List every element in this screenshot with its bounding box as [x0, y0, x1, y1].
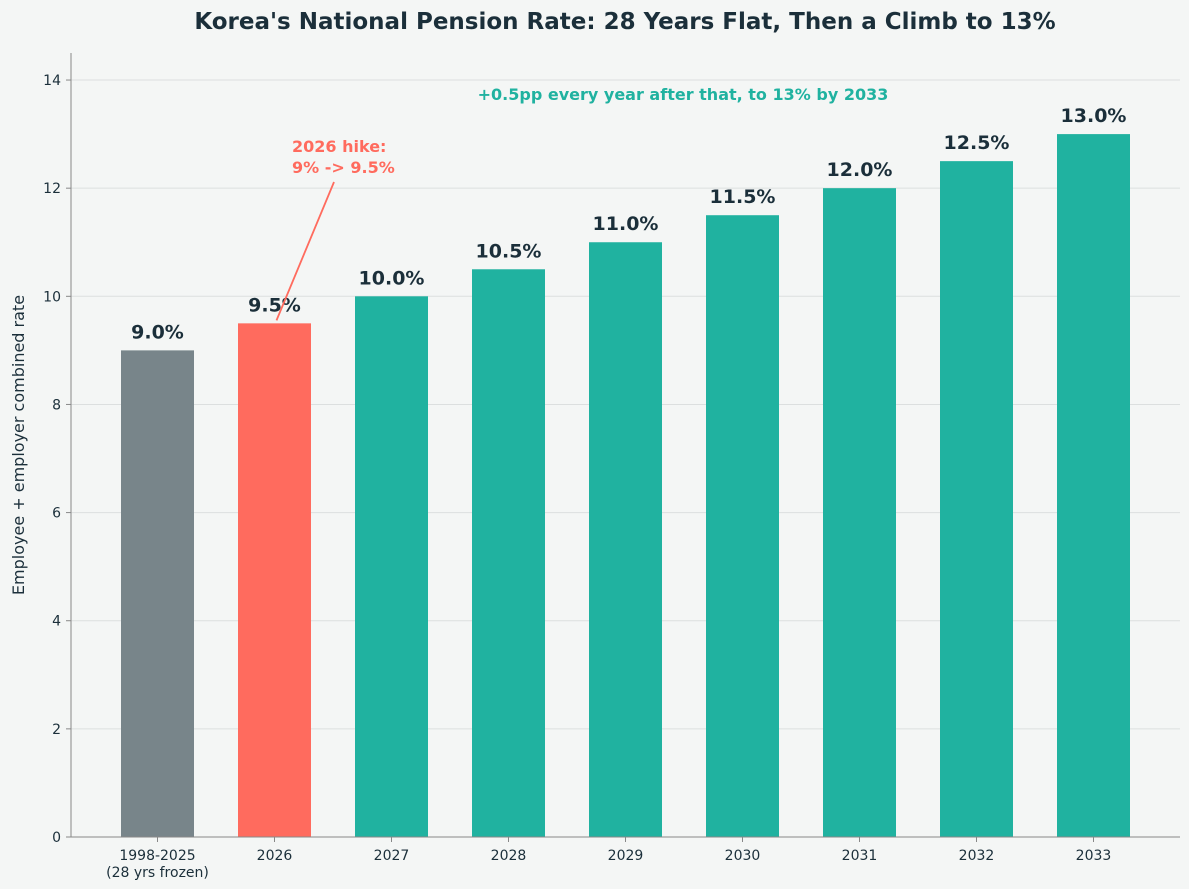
x-tick-label: 1998-2025	[119, 848, 195, 864]
bar	[355, 296, 428, 838]
y-tick-label: 8	[52, 397, 61, 413]
y-tick-label: 10	[43, 289, 61, 305]
bar-value-label: 11.5%	[710, 186, 776, 208]
bar-value-label: 9.0%	[131, 321, 184, 343]
y-tick-label: 6	[52, 506, 61, 522]
y-tick-label: 2	[52, 722, 61, 738]
x-tick-label: 2027	[374, 848, 410, 864]
axes: 0 2 4 6 8 10 12 14 1998-2025(28 yrs frozen) 2026 2…	[43, 53, 1180, 881]
bar	[940, 161, 1013, 837]
bar-value-label: 13.0%	[1061, 105, 1127, 127]
bar-value-label: 10.0%	[359, 267, 425, 289]
bar-value-label: 12.5%	[944, 132, 1010, 154]
bar	[472, 269, 545, 837]
bar	[706, 215, 779, 837]
x-tick-label: 2028	[491, 848, 527, 864]
bar	[1057, 134, 1130, 837]
x-tick-label: 2029	[608, 848, 644, 864]
x-tick-label: (28 yrs frozen)	[106, 865, 209, 881]
bar	[238, 323, 311, 837]
bar-value-label: 11.0%	[593, 213, 659, 235]
x-tick-label: 2031	[842, 848, 878, 864]
hike-annotation-text: 9% -> 9.5%	[292, 158, 395, 177]
bar-value-label: 10.5%	[476, 240, 542, 262]
y-tick-label: 12	[43, 181, 61, 197]
x-tick-label: 2026	[257, 848, 293, 864]
chart-title: Korea's National Pension Rate: 28 Years …	[194, 9, 1055, 35]
bar-value-label: 12.0%	[827, 159, 893, 181]
x-tick-label: 2033	[1076, 848, 1112, 864]
x-tick-label: 2030	[725, 848, 761, 864]
hike-annotation-text: 2026 hike:	[292, 137, 386, 156]
y-tick-label: 14	[43, 73, 61, 89]
annotations: 2026 hike: 9% -> 9.5% +0.5pp every year af…	[275, 85, 889, 321]
trend-annotation-text: +0.5pp every year after that, to 13% by …	[478, 85, 889, 104]
value-labels: 9.0% 9.5% 10.0% 10.5% 11.0% 11.5% 12.0% 12.5% 13…	[131, 105, 1126, 343]
hike-annotation-arrow	[275, 181, 335, 321]
bars	[121, 134, 1130, 838]
y-tick-label: 4	[52, 614, 61, 630]
bar-value-label: 9.5%	[248, 294, 301, 316]
y-tick-label: 0	[52, 830, 61, 846]
bar	[589, 242, 662, 837]
bar	[121, 350, 194, 837]
bar	[823, 188, 896, 837]
y-axis-label: Employee + employer combined rate	[9, 295, 28, 595]
x-tick-label: 2032	[959, 848, 995, 864]
